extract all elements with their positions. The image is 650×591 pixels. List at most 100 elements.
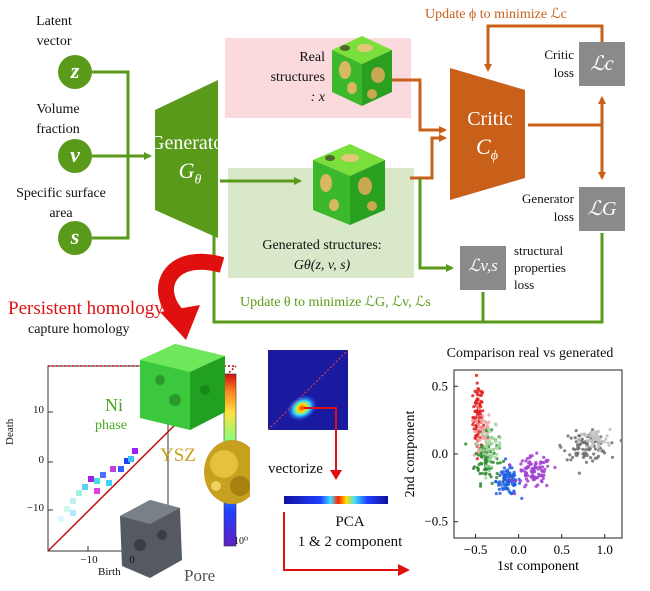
scatter-point-series-4 <box>501 480 505 484</box>
scatter-point-series-0 <box>482 423 486 427</box>
scatter-point-series-5 <box>523 485 527 489</box>
real-structure-cube <box>332 36 392 106</box>
scatter-point-series-1 <box>475 404 479 408</box>
scatter-point-series-5 <box>519 462 523 466</box>
scatter-point-series-3 <box>480 432 484 436</box>
surface-area-label: Specific surface area <box>0 184 122 224</box>
scatter-point-series-5 <box>528 454 532 458</box>
scatter-point-series-4 <box>502 477 506 481</box>
scatter-point-series-5 <box>524 477 528 481</box>
scatter-point-series-3 <box>484 464 488 468</box>
pd-xtick-0: 0 <box>129 554 135 566</box>
scatter-point-series-0 <box>475 457 479 461</box>
scatter-point-series-1 <box>476 422 480 426</box>
scatter-point-series-2 <box>480 455 484 459</box>
persistence-diagram <box>47 344 250 578</box>
volume-fraction-label: Volume fraction <box>18 100 98 140</box>
scatter-point-series-5 <box>513 479 517 483</box>
scatter-point-series-6 <box>590 428 595 432</box>
scatter-point-series-5 <box>535 476 539 480</box>
real-to-critic-arrow <box>380 78 447 134</box>
critic-loss-symbol: ℒc <box>590 53 614 75</box>
scatter-point-series-6 <box>571 447 575 451</box>
scatter-point-series-5 <box>553 465 557 470</box>
scatter-point-series-0 <box>478 393 482 397</box>
scatter-point-series-1 <box>487 413 491 417</box>
scatter-point-series-4 <box>506 471 510 475</box>
scatter-point-series-3 <box>495 452 499 456</box>
scatter-point-series-5 <box>541 476 545 480</box>
scatter-point-series-2 <box>489 475 493 479</box>
critic-title: Critic <box>467 108 513 130</box>
colorbar-min-label: 10⁰ <box>234 536 249 547</box>
ysz-label: YSZ <box>160 445 196 466</box>
generator-title: Generator <box>150 132 230 154</box>
y-tick-label: −0.5 <box>424 514 448 529</box>
scatter-point-series-1 <box>471 418 475 423</box>
pca-label-line2: 1 & 2 component <box>297 534 403 550</box>
scatter-point-series-6 <box>593 456 597 460</box>
scatter-point-series-6 <box>592 452 596 456</box>
scatter-point-series-3 <box>485 448 489 452</box>
scatter-point-series-0 <box>476 387 480 391</box>
scatter-point-series-5 <box>540 480 544 484</box>
scatter-point-series-6 <box>593 447 598 451</box>
scatter-point-series-0 <box>481 409 485 413</box>
scatter-point-series-2 <box>479 461 483 465</box>
scatter-point-series-7 <box>591 435 596 439</box>
scatter-point-series-0 <box>475 434 479 438</box>
scatter-point-series-5 <box>542 455 546 459</box>
scatter-point-series-7 <box>598 448 602 452</box>
y-tick-label: 0.5 <box>432 378 448 393</box>
scatter-point-series-0 <box>472 427 476 431</box>
scatter-point-series-3 <box>485 433 489 437</box>
persistent-homology-title: Persistent homology <box>8 298 164 319</box>
scatter-point-series-0 <box>475 425 479 429</box>
critic-loss-line2: loss <box>553 65 574 80</box>
scatter-point-series-3 <box>498 436 502 440</box>
generated-structures-label: Generated structures: Gθ(z, v, s) <box>232 236 412 276</box>
scatter-point-series-3 <box>497 442 502 447</box>
scatter-point-series-4 <box>520 496 524 500</box>
scatter-point-series-5 <box>523 470 527 474</box>
scatter-point-series-6 <box>574 429 578 433</box>
scatter-point-series-5 <box>535 451 539 455</box>
generator-loss-box <box>579 187 625 231</box>
scatter-point-series-6 <box>566 434 570 438</box>
scatter-point-series-6 <box>574 451 578 456</box>
scatter-point-series-2 <box>498 461 502 465</box>
scatter-point-series-4 <box>507 489 511 493</box>
scatter-point-series-6 <box>577 471 581 475</box>
critic-loss-label: Critic loss <box>510 46 574 82</box>
generator-loss-line1: Generator <box>522 191 574 206</box>
update-phi-loop <box>484 24 604 72</box>
scatter-point-series-2 <box>485 456 489 460</box>
scatter-point-series-6 <box>563 449 567 453</box>
scatter-point-series-5 <box>513 492 517 496</box>
scatter-point-series-6 <box>585 453 589 458</box>
scatter-point-series-5 <box>534 465 538 470</box>
scatter-point-series-2 <box>489 460 493 464</box>
structural-loss-line1: structural <box>514 243 564 258</box>
structural-loss-box <box>460 246 506 290</box>
scatter-point-series-5 <box>540 465 545 469</box>
latent-vector-node <box>58 55 92 89</box>
scatter-point-series-7 <box>584 434 588 438</box>
scatter-point-series-1 <box>476 437 480 441</box>
scatter-point-series-5 <box>546 464 550 468</box>
scatter-point-series-2 <box>472 465 477 469</box>
scatter-point-series-0 <box>479 412 483 416</box>
scatter-point-series-7 <box>596 429 600 434</box>
scatter-point-series-0 <box>474 373 479 377</box>
volume-fraction-node <box>58 139 92 173</box>
scatter-point-series-6 <box>581 440 585 445</box>
scatter-point-series-2 <box>480 444 484 448</box>
scatter-point-series-5 <box>508 463 512 467</box>
scatter-point-series-7 <box>597 440 601 444</box>
scatter-point-series-2 <box>478 484 483 488</box>
scatter-point-series-1 <box>481 428 485 432</box>
scatter-point-series-3 <box>488 429 492 433</box>
scatter-point-series-0 <box>471 423 475 427</box>
axis-ticks: −0.5 0.0 0.5 1.0 0.5 0.0 −0.5 <box>424 378 612 557</box>
scatter-point-series-6 <box>581 447 585 451</box>
